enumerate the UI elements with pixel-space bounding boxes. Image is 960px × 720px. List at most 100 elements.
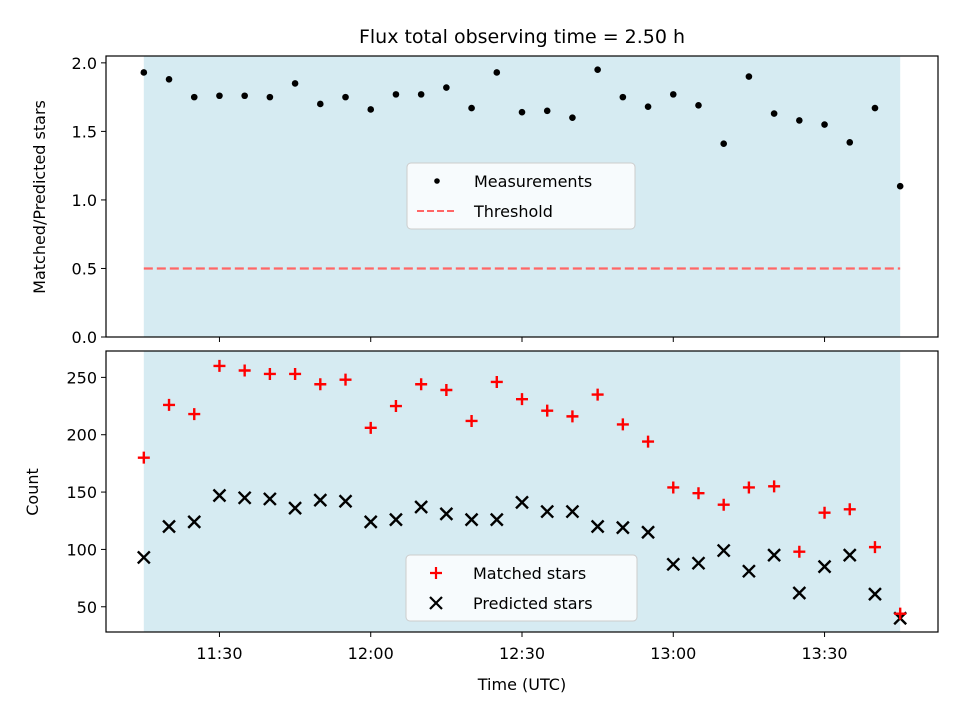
top-legend-box — [406, 162, 636, 230]
top-y-axis-label: Matched/Predicted stars — [30, 100, 49, 294]
measurement-point — [392, 91, 400, 98]
top-y-axis: 0.0 0.5 1.0 1.5 2.0 — [72, 54, 106, 347]
matched-star-point — [137, 451, 150, 464]
predicted-star-point — [414, 500, 429, 514]
top-y-tick-label: 0.0 — [72, 328, 97, 347]
measurement-points — [140, 66, 904, 190]
bottom-y-tick-label: 200 — [66, 426, 97, 445]
predicted-star-point — [590, 519, 605, 534]
matched-star-point — [667, 481, 680, 494]
bottom-legend-box — [405, 554, 638, 622]
predicted-star-point — [363, 515, 378, 529]
predicted-star-point — [868, 587, 882, 601]
measurement-point — [140, 69, 148, 76]
x-tick-label: 13:00 — [650, 644, 696, 663]
matched-star-point — [339, 373, 352, 386]
measurement-point — [644, 103, 652, 111]
matched-star-point — [289, 367, 302, 380]
matched-star-point — [389, 400, 402, 413]
measurement-point — [669, 91, 677, 98]
measurement-point — [216, 92, 223, 100]
measurement-point — [266, 93, 274, 101]
bottom-y-tick-label: 50 — [77, 598, 97, 617]
predicted-star-point — [540, 504, 555, 519]
matched-star-point — [894, 607, 907, 620]
measurement-point — [367, 106, 375, 113]
matched-star-point — [793, 545, 806, 558]
predicted-star-point — [212, 488, 227, 503]
measurement-point — [871, 104, 879, 112]
top-y-tick-label: 1.5 — [72, 122, 97, 141]
top-panel: 0.00.51.01.52.0 Matched/Predicted stars … — [30, 54, 939, 347]
predicted-star-point — [489, 512, 504, 527]
predicted-star-point — [641, 525, 655, 540]
bottom-y-tick-label: 250 — [66, 368, 97, 387]
matched-star-point — [868, 541, 881, 554]
measurement-point — [745, 73, 753, 80]
measurement-point — [518, 108, 526, 116]
measurement-point — [569, 114, 576, 121]
measurement-point — [619, 93, 627, 101]
predicted-star-point — [338, 494, 353, 509]
bottom-y-axis: 50 100 150 200 250 — [66, 368, 106, 617]
measurement-point — [342, 93, 349, 101]
measurement-point — [241, 92, 248, 100]
x-tick-label: 13:30 — [801, 644, 847, 663]
predicted-star-point — [767, 548, 781, 563]
matched-star-point — [742, 481, 755, 494]
measurement-point — [770, 110, 778, 117]
top-y-tick-label: 0.5 — [72, 259, 97, 278]
bottom-y-tick-label: 100 — [66, 540, 97, 559]
matched-star-point — [541, 404, 554, 417]
measurement-point — [821, 121, 828, 128]
matched-star-point — [188, 408, 201, 421]
measurement-point — [317, 100, 324, 108]
matched-star-point — [768, 480, 781, 493]
matched-star-point — [516, 393, 528, 406]
matched-star-point — [364, 421, 377, 434]
predicted-star-point — [792, 586, 807, 600]
matched-star-point — [440, 383, 453, 396]
measurement-point — [190, 93, 198, 101]
bottom-y-axis-label: Count — [23, 468, 42, 516]
measurement-point — [543, 107, 551, 115]
predicted-star-point — [842, 548, 857, 563]
measurement-point — [493, 69, 501, 76]
matched-star-point — [238, 364, 251, 377]
legend-predicted-marker — [429, 596, 443, 610]
matched-star-point — [213, 359, 226, 372]
matched-star-point — [843, 503, 856, 516]
predicted-star-point — [616, 520, 630, 535]
x-tick-label: 11:30 — [196, 644, 242, 663]
predicted-star-point — [515, 495, 529, 510]
x-tick-label: 12:00 — [348, 644, 394, 663]
predicted-star-point — [389, 512, 403, 527]
measurement-point — [594, 66, 601, 74]
matched-star-point — [692, 487, 705, 500]
top-legend: Measurements Threshold — [406, 162, 636, 230]
matched-star-point — [490, 375, 503, 388]
matched-star-point — [717, 498, 730, 511]
top-x-ticks — [218, 337, 826, 342]
top-y-tick-label: 2.0 — [72, 54, 97, 73]
predicted-star-point — [263, 492, 277, 506]
predicted-star-point — [691, 556, 706, 571]
chart-title: Flux total observing time = 2.50 h — [359, 26, 685, 48]
matched-star-point — [642, 435, 655, 448]
measurement-point — [720, 140, 727, 148]
legend-matched-label: Matched stars — [473, 564, 586, 583]
predicted-star-point — [439, 507, 454, 521]
legend-threshold-label: Threshold — [473, 202, 553, 221]
predicted-star-point — [313, 493, 328, 507]
predicted-stars-points — [136, 488, 908, 626]
predicted-star-point — [716, 543, 731, 558]
bottom-panel: 50 100 150 200 250 11:30 12:00 12:30 13:00 13:30… — [23, 350, 939, 694]
measurement-point — [846, 139, 854, 146]
predicted-star-point — [742, 564, 756, 579]
bottom-legend: Matched stars Predicted stars — [405, 554, 638, 622]
matched-star-point — [818, 506, 831, 519]
measurement-point — [291, 80, 299, 87]
predicted-star-point — [162, 519, 176, 534]
matched-star-point — [163, 398, 176, 411]
